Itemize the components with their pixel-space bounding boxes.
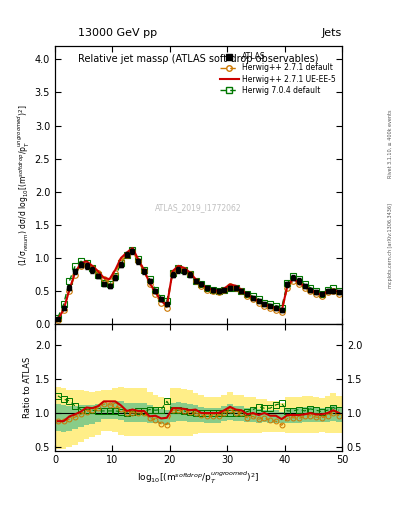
- Text: Rivet 3.1.10, ≥ 400k events: Rivet 3.1.10, ≥ 400k events: [388, 109, 393, 178]
- Text: mcplots.cern.ch [arXiv:1306.3436]: mcplots.cern.ch [arXiv:1306.3436]: [388, 203, 393, 288]
- Y-axis label: Ratio to ATLAS: Ratio to ATLAS: [23, 357, 32, 418]
- Y-axis label: (1/σ$_{resum}$) dσ/d log$_{10}$[(m$^{soft drop}$/p$_T^{ungroomed}$)$^2$]: (1/σ$_{resum}$) dσ/d log$_{10}$[(m$^{sof…: [16, 104, 32, 266]
- X-axis label: log$_{10}$[(m$^{soft drop}$/p$_T^{ungroomed}$)$^2$]: log$_{10}$[(m$^{soft drop}$/p$_T^{ungroo…: [137, 470, 260, 486]
- Text: ATLAS_2019_I1772062: ATLAS_2019_I1772062: [155, 203, 242, 212]
- Text: 13000 GeV pp: 13000 GeV pp: [78, 28, 158, 38]
- Legend: ATLAS, Herwig++ 2.7.1 default, Herwig++ 2.7.1 UE-EE-5, Herwig 7.0.4 default: ATLAS, Herwig++ 2.7.1 default, Herwig++ …: [218, 50, 338, 97]
- Text: Relative jet massρ (ATLAS soft-drop observables): Relative jet massρ (ATLAS soft-drop obse…: [78, 54, 319, 65]
- Text: Jets: Jets: [321, 28, 342, 38]
